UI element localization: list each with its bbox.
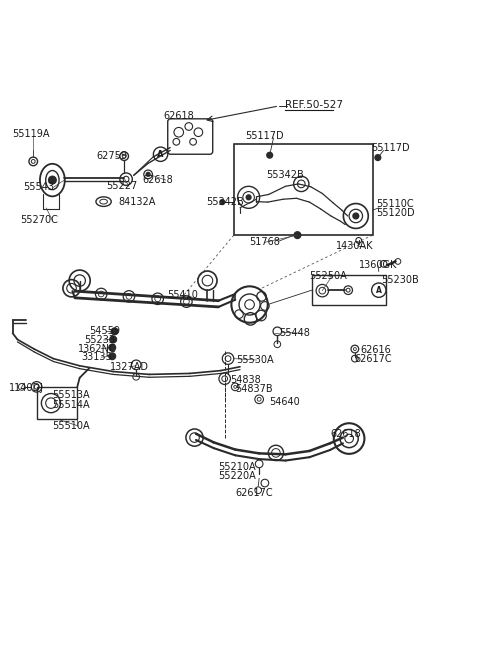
Text: 55410: 55410	[167, 290, 198, 300]
Text: 1327AD: 1327AD	[110, 362, 149, 372]
Text: 55230B: 55230B	[381, 274, 419, 285]
FancyBboxPatch shape	[168, 119, 213, 154]
Text: 54838: 54838	[230, 375, 261, 385]
Circle shape	[375, 155, 381, 160]
Text: REF.50-527: REF.50-527	[286, 100, 344, 110]
Circle shape	[110, 336, 117, 343]
Text: 55270C: 55270C	[20, 215, 58, 225]
Circle shape	[109, 345, 116, 351]
Circle shape	[146, 172, 150, 176]
Text: 55110C: 55110C	[376, 199, 414, 209]
Text: 62759: 62759	[96, 151, 127, 161]
Circle shape	[220, 200, 225, 204]
Text: 55530A: 55530A	[236, 355, 274, 365]
Text: 55210A: 55210A	[218, 462, 256, 472]
Circle shape	[353, 213, 359, 219]
Text: 55120D: 55120D	[376, 208, 415, 217]
Text: 55250A: 55250A	[310, 271, 347, 281]
Text: 55510A: 55510A	[52, 421, 90, 430]
Text: 62618: 62618	[330, 429, 361, 439]
Text: 84132A: 84132A	[118, 197, 156, 207]
Text: 62617C: 62617C	[354, 354, 392, 364]
Circle shape	[267, 153, 273, 158]
Text: A: A	[376, 286, 382, 295]
Text: 55117D: 55117D	[372, 143, 410, 153]
Circle shape	[48, 176, 56, 184]
Circle shape	[294, 232, 301, 238]
Text: 1362NC: 1362NC	[78, 344, 117, 354]
Text: 33135: 33135	[81, 352, 112, 362]
Text: 55514A: 55514A	[52, 400, 90, 410]
Text: 55342B: 55342B	[266, 170, 304, 180]
Text: 55119A: 55119A	[12, 128, 50, 139]
Text: 1430AK: 1430AK	[336, 241, 373, 251]
Text: 55543: 55543	[24, 182, 55, 193]
Text: 55227: 55227	[106, 181, 137, 191]
Ellipse shape	[40, 164, 65, 196]
Text: 55233: 55233	[84, 335, 116, 345]
Text: 1140DJ: 1140DJ	[9, 383, 44, 393]
Text: 62618: 62618	[142, 175, 173, 185]
Bar	[312, 275, 386, 305]
Text: 1360GK: 1360GK	[359, 260, 397, 271]
Circle shape	[246, 195, 251, 200]
Bar	[36, 387, 77, 419]
Text: 55220A: 55220A	[218, 471, 256, 481]
Text: 54837B: 54837B	[235, 384, 273, 394]
Text: 54640: 54640	[269, 397, 300, 407]
Text: 54559: 54559	[89, 326, 120, 336]
Text: 55342B: 55342B	[206, 197, 244, 207]
Text: A: A	[157, 150, 164, 159]
Circle shape	[111, 328, 118, 335]
Text: 62618: 62618	[163, 111, 194, 121]
Text: 62617C: 62617C	[235, 487, 273, 498]
Text: 62616: 62616	[360, 345, 391, 355]
Text: 55117D: 55117D	[245, 131, 283, 141]
Text: 55513A: 55513A	[52, 390, 90, 400]
Text: 55448: 55448	[279, 328, 310, 338]
Text: 51768: 51768	[250, 237, 280, 248]
Circle shape	[109, 353, 116, 360]
Bar	[234, 144, 372, 235]
